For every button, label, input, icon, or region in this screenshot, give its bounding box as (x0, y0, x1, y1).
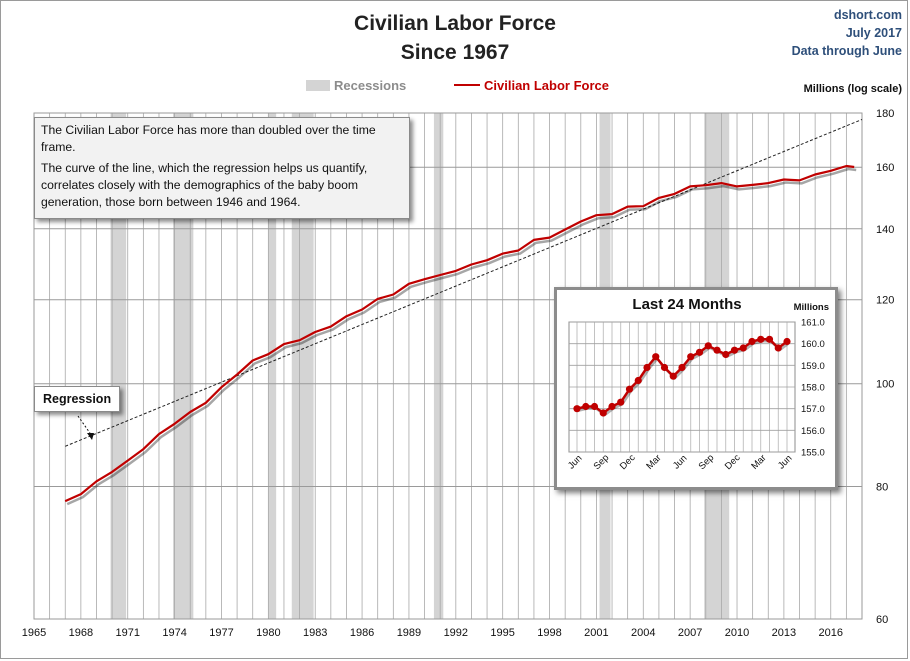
legend-recessions-label: Recessions (334, 78, 407, 93)
regression-arrow (77, 415, 93, 437)
inset-data-point (739, 344, 747, 352)
series-line (64, 164, 855, 503)
x-tick-label: 1968 (69, 627, 93, 639)
inset-x-tick-label: Sep (592, 452, 612, 472)
x-tick-label: 1995 (490, 627, 514, 639)
inset-data-point (757, 335, 765, 343)
y-tick-label: 80 (876, 481, 888, 493)
x-tick-label: 2004 (631, 627, 655, 639)
recession-band (291, 113, 314, 619)
regression-arrowhead (87, 433, 94, 440)
source-label: dshort.com (833, 8, 902, 22)
x-tick-label: 1986 (350, 627, 374, 639)
y-tick-label: 100 (876, 379, 894, 391)
inset-data-point (774, 344, 782, 352)
inset-x-tick-label: Mar (644, 453, 663, 472)
inset-y-tick-label: 157.0 (801, 404, 825, 415)
inset-y-tick-label: 156.0 (801, 426, 825, 437)
annotation-box: The Civilian Labor Force has more than d… (34, 117, 410, 219)
inset-data-point (582, 402, 590, 411)
legend-series-label: Civilian Labor Force (484, 78, 609, 93)
x-tick-label: 2016 (819, 627, 843, 639)
x-tick-label: 2007 (678, 627, 702, 639)
inset-data-point (617, 398, 625, 406)
x-tick-label: 1965 (22, 627, 46, 639)
inset-data-point (652, 353, 660, 361)
inset-data-point (625, 385, 634, 393)
inset-data-point (704, 342, 712, 350)
inset-data-point (608, 402, 616, 411)
annotation-text-2: The curve of the line, which the regress… (41, 161, 368, 209)
inset-y-tick-label: 161.0 (801, 318, 825, 329)
regression-label: Regression (34, 386, 121, 412)
x-tick-label: 2001 (584, 627, 608, 639)
annotation-text-1: The Civilian Labor Force has more than d… (41, 123, 376, 154)
inset-data-point (660, 363, 669, 372)
inset-data-point (713, 346, 721, 354)
inset-x-tick-label: Mar (749, 453, 768, 472)
legend-series-swatch (454, 84, 480, 86)
data-note-label: Data through June (791, 44, 902, 58)
inset-data-point (783, 337, 791, 346)
inset-title: Last 24 Months (632, 296, 742, 313)
recession-band (173, 113, 194, 619)
x-tick-label: 1983 (303, 627, 327, 639)
inset-x-tick-label: Dec (618, 452, 638, 472)
y-tick-label: 160 (876, 162, 894, 174)
chart-subtitle: Since 1967 (400, 41, 510, 64)
inset-y-tick-label: 155.0 (801, 448, 825, 459)
x-tick-label: 1989 (397, 627, 421, 639)
legend-series: Civilian Labor Force (454, 78, 609, 93)
y-tick-label: 140 (876, 224, 894, 236)
inset-x-tick-label: Jun (671, 453, 690, 472)
recession-band (268, 113, 277, 619)
y-tick-label: 180 (876, 108, 894, 120)
inset-data-point (695, 348, 704, 356)
inset-data-point (669, 372, 677, 380)
regression-line (65, 118, 863, 447)
inset-data-point (599, 409, 607, 417)
inset-x-tick-label: Dec (723, 452, 743, 472)
legend-recessions: Recessions (306, 78, 406, 93)
y-tick-label: 60 (876, 614, 888, 626)
x-tick-label: 1980 (256, 627, 280, 639)
inset-chart: 155.0 156.0 157.0 158.0 159.0 160.0 161.0 Jun Se… (566, 318, 825, 473)
inset-x-tick-label: Jun (566, 453, 585, 472)
x-tick-label: 2010 (725, 627, 749, 639)
x-tick-label: 1974 (162, 627, 186, 639)
inset-y-tick-label: 160.0 (801, 339, 825, 350)
x-tick-label: 1992 (444, 627, 468, 639)
inset-data-point (573, 405, 581, 413)
chart-title: Civilian Labor Force (354, 12, 556, 35)
legend-recessions-swatch (306, 80, 330, 91)
inset-units-label: Millions (793, 302, 829, 313)
x-tick-label: 1971 (115, 627, 139, 639)
inset-y-tick-label: 159.0 (801, 361, 825, 372)
recession-band (433, 113, 444, 619)
x-tick-label: 1998 (537, 627, 561, 639)
series-line-shadow (66, 167, 857, 506)
inset-data-point (765, 335, 774, 343)
recession-band (110, 113, 127, 619)
y-tick-label: 120 (876, 295, 894, 307)
y-axis-label: Millions (log scale) (803, 83, 902, 95)
inset-data-point (590, 402, 599, 411)
inset-y-tick-label: 158.0 (801, 383, 825, 394)
date-label: July 2017 (845, 26, 902, 40)
inset-data-point (678, 363, 686, 372)
inset-data-point (730, 346, 739, 354)
inset-data-point (722, 350, 730, 359)
inset-x-tick-label: Sep (697, 452, 717, 472)
x-tick-label: 1977 (209, 627, 233, 639)
inset-data-point (748, 337, 756, 346)
inset-data-point (634, 376, 642, 385)
inset-x-tick-label: Jun (776, 453, 795, 472)
inset-data-point (687, 353, 695, 361)
inset-data-point (643, 363, 651, 372)
x-tick-label: 2013 (772, 627, 796, 639)
inset-chart-panel: Last 24 Months Millions 155.0 156.0 157.0 1… (554, 287, 838, 490)
